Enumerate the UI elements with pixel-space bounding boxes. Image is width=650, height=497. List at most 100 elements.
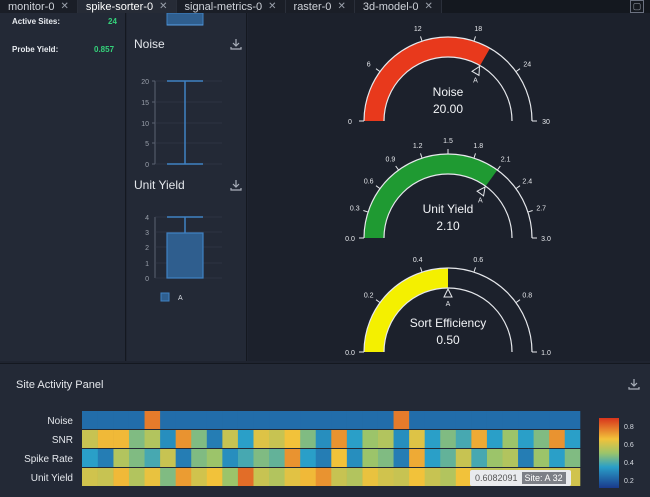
heatmap-cell[interactable] — [393, 430, 410, 448]
heatmap-cell[interactable] — [284, 411, 301, 429]
heatmap-cell[interactable] — [548, 411, 565, 429]
heatmap-cell[interactable] — [439, 468, 456, 486]
tab-spike-sorter[interactable]: spike-sorter-0 ✕ — [77, 0, 177, 13]
heatmap-cell[interactable] — [190, 411, 207, 429]
heatmap-cell[interactable] — [533, 411, 550, 429]
heatmap-cell[interactable] — [346, 411, 363, 429]
heatmap-cell[interactable] — [377, 411, 394, 429]
heatmap-cell[interactable] — [486, 449, 503, 467]
heatmap-cell[interactable] — [331, 411, 347, 429]
heatmap-cell[interactable] — [82, 468, 98, 486]
heatmap-cell[interactable] — [408, 449, 425, 467]
heatmap-cell[interactable] — [299, 449, 316, 467]
heatmap-cell[interactable] — [159, 430, 176, 448]
heatmap-cell[interactable] — [253, 449, 270, 467]
close-icon[interactable]: ✕ — [60, 1, 69, 12]
heatmap-cell[interactable] — [237, 430, 254, 448]
heatmap-cell[interactable] — [393, 411, 410, 429]
heatmap-cell[interactable] — [424, 449, 441, 467]
heatmap-cell[interactable] — [517, 411, 534, 429]
heatmap-cell[interactable] — [268, 468, 285, 486]
heatmap-cell[interactable] — [222, 430, 238, 448]
heatmap-cell[interactable] — [331, 430, 347, 448]
close-icon[interactable]: ✕ — [268, 1, 277, 12]
heatmap-cell[interactable] — [128, 449, 145, 467]
heatmap-cell[interactable] — [206, 449, 223, 467]
heatmap-cell[interactable] — [159, 449, 176, 467]
heatmap-cell[interactable] — [144, 411, 161, 429]
heatmap-cell[interactable] — [206, 411, 223, 429]
heatmap-cell[interactable] — [97, 411, 114, 429]
heatmap-cell[interactable] — [222, 411, 238, 429]
heatmap-cell[interactable] — [564, 430, 581, 448]
download-icon[interactable] — [628, 378, 640, 390]
heatmap-cell[interactable] — [331, 468, 347, 486]
tab-3d-model[interactable]: 3d-model-0 ✕ — [354, 0, 442, 13]
heatmap-cell[interactable] — [517, 449, 534, 467]
download-icon[interactable] — [230, 38, 242, 50]
heatmap-cell[interactable] — [486, 411, 503, 429]
heatmap-cell[interactable] — [237, 411, 254, 429]
heatmap-cell[interactable] — [439, 430, 456, 448]
heatmap-cell[interactable] — [362, 468, 378, 486]
heatmap-cell[interactable] — [315, 430, 332, 448]
heatmap-cell[interactable] — [455, 468, 472, 486]
heatmap-cell[interactable] — [486, 430, 503, 448]
heatmap-cell[interactable] — [346, 449, 363, 467]
close-icon[interactable]: ✕ — [424, 1, 433, 12]
heatmap-cell[interactable] — [564, 449, 581, 467]
download-icon[interactable] — [230, 179, 242, 191]
heatmap-cell[interactable] — [190, 430, 207, 448]
heatmap-cell[interactable] — [502, 449, 519, 467]
heatmap-cell[interactable] — [113, 430, 129, 448]
heatmap-cell[interactable] — [175, 468, 192, 486]
heatmap-cell[interactable] — [237, 449, 254, 467]
heatmap-cell[interactable] — [97, 468, 114, 486]
heatmap-cell[interactable] — [315, 411, 332, 429]
heatmap-cell[interactable] — [237, 468, 254, 486]
tab-raster[interactable]: raster-0 ✕ — [285, 0, 355, 13]
heatmap-cell[interactable] — [393, 468, 410, 486]
heatmap-cell[interactable] — [502, 430, 519, 448]
heatmap-cell[interactable] — [206, 430, 223, 448]
heatmap-cell[interactable] — [222, 449, 238, 467]
heatmap-cell[interactable] — [284, 468, 301, 486]
heatmap-cell[interactable] — [548, 430, 565, 448]
close-icon[interactable]: ✕ — [159, 1, 168, 12]
heatmap-cell[interactable] — [97, 449, 114, 467]
heatmap-cell[interactable] — [517, 430, 534, 448]
heatmap-cell[interactable] — [175, 449, 192, 467]
tab-monitor[interactable]: monitor-0 ✕ — [0, 0, 78, 13]
unit-yield-box[interactable] — [166, 232, 204, 279]
heatmap-cell[interactable] — [190, 468, 207, 486]
heatmap-cell[interactable] — [424, 430, 441, 448]
heatmap-cell[interactable] — [82, 430, 98, 448]
heatmap-cell[interactable] — [128, 411, 145, 429]
heatmap-cell[interactable] — [284, 449, 301, 467]
heatmap-cell[interactable] — [533, 430, 550, 448]
heatmap-cell[interactable] — [471, 411, 487, 429]
heatmap-cell[interactable] — [222, 468, 238, 486]
heatmap-cell[interactable] — [377, 468, 394, 486]
heatmap-cell[interactable] — [82, 449, 98, 467]
heatmap-cell[interactable] — [439, 449, 456, 467]
heatmap-cell[interactable] — [408, 430, 425, 448]
heatmap-cell[interactable] — [206, 468, 223, 486]
heatmap-cell[interactable] — [144, 449, 161, 467]
heatmap-cell[interactable] — [377, 449, 394, 467]
heatmap-cell[interactable] — [253, 430, 270, 448]
heatmap-cell[interactable] — [268, 411, 285, 429]
heatmap-cell[interactable] — [268, 449, 285, 467]
heatmap-cell[interactable] — [377, 430, 394, 448]
heatmap-cell[interactable] — [424, 411, 441, 429]
heatmap-cell[interactable] — [471, 449, 487, 467]
tab-signal-metrics[interactable]: signal-metrics-0 ✕ — [176, 0, 286, 13]
heatmap-cell[interactable] — [128, 430, 145, 448]
heatmap-cell[interactable] — [144, 430, 161, 448]
heatmap-cell[interactable] — [190, 449, 207, 467]
heatmap-cell[interactable] — [113, 449, 129, 467]
heatmap-cell[interactable] — [502, 411, 519, 429]
noise-box[interactable] — [166, 13, 204, 26]
heatmap-cell[interactable] — [548, 449, 565, 467]
heatmap-cell[interactable] — [424, 468, 441, 486]
